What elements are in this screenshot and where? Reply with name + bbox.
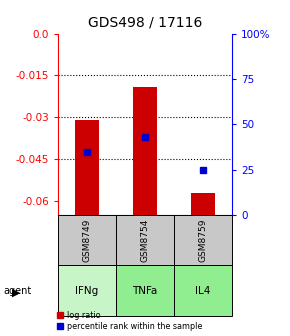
Legend: log ratio, percentile rank within the sample: log ratio, percentile rank within the sa… [56,310,203,332]
FancyBboxPatch shape [174,265,232,316]
Text: IL4: IL4 [195,286,211,296]
Text: IFNg: IFNg [75,286,99,296]
Title: GDS498 / 17116: GDS498 / 17116 [88,16,202,30]
FancyBboxPatch shape [58,265,116,316]
Text: GSM8754: GSM8754 [140,218,150,262]
FancyBboxPatch shape [116,215,174,265]
Bar [191,193,215,215]
Text: TNFa: TNFa [132,286,158,296]
Text: agent: agent [3,286,31,296]
Bar [75,120,99,215]
FancyBboxPatch shape [58,215,116,265]
Text: ▶: ▶ [12,288,20,298]
Text: GSM8759: GSM8759 [198,218,208,262]
Text: GSM8749: GSM8749 [82,218,92,262]
FancyBboxPatch shape [116,265,174,316]
FancyBboxPatch shape [174,215,232,265]
Bar [133,87,157,215]
